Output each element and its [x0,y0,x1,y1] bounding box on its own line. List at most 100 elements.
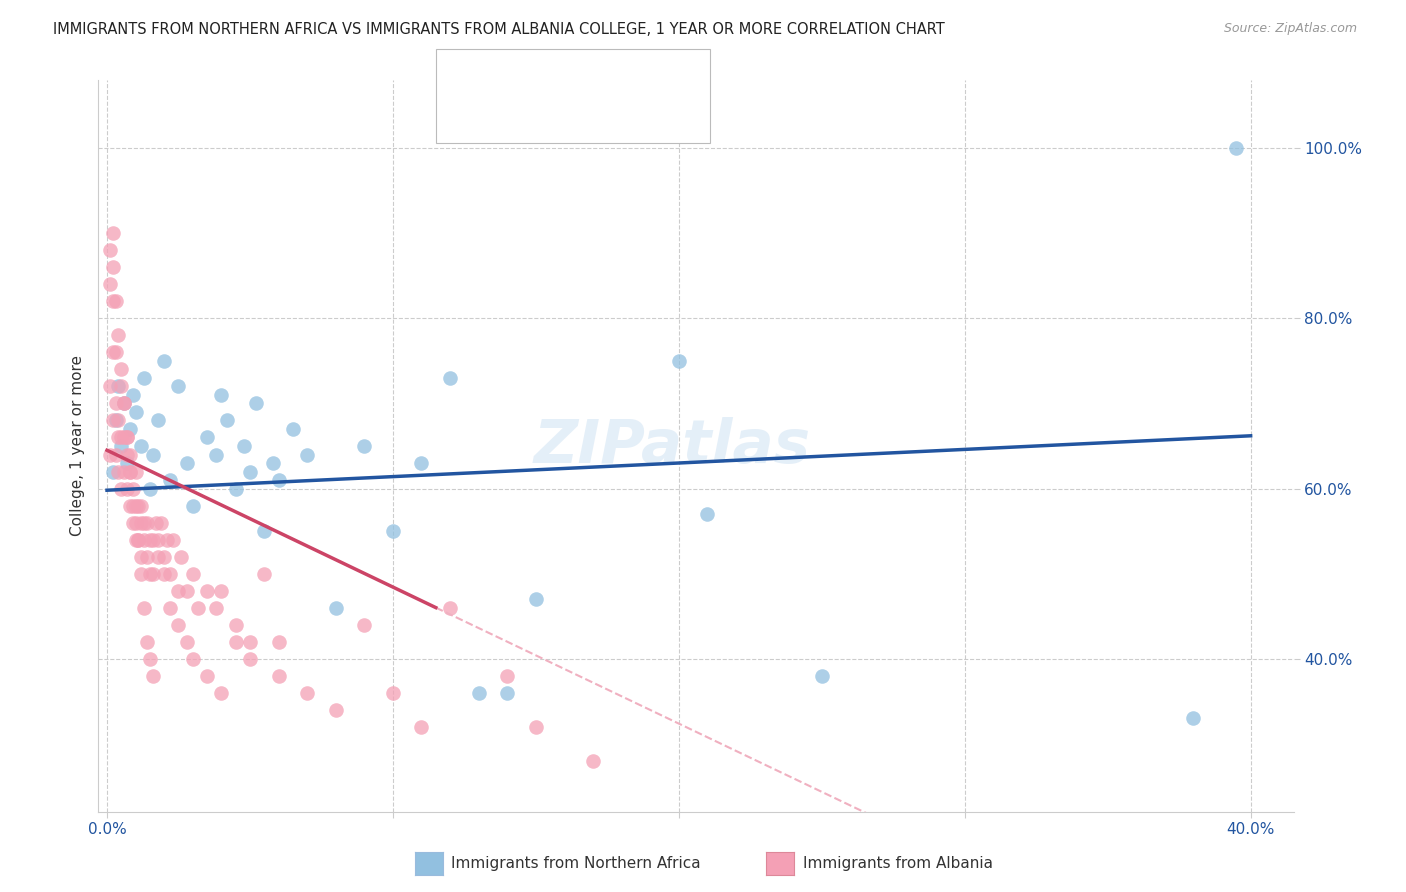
Point [134,371,156,385]
Point [121,388,143,402]
Point [145,516,167,530]
Point [118,448,141,462]
Point [353,439,375,453]
Point [131,566,153,581]
Point [110,439,132,453]
Point [209,388,232,402]
Point [139,566,162,581]
Point [411,720,433,734]
Point [118,422,141,436]
Point [204,600,226,615]
Point [139,482,162,496]
Point [195,430,218,444]
Point [582,754,605,768]
Point [148,533,170,547]
Point [195,583,218,598]
Point [524,720,547,734]
Point [381,686,404,700]
Point [148,413,170,427]
Point [281,422,304,436]
Point [148,549,170,564]
Point [101,413,124,427]
Point [134,533,156,547]
Point [153,354,176,368]
Point [139,533,162,547]
Point [110,362,132,376]
Point [107,328,129,343]
Point [142,668,165,682]
Text: Immigrants from Albania: Immigrants from Albania [803,856,993,871]
Point [131,516,153,530]
Point [124,465,146,479]
Point [295,686,318,700]
Point [124,499,146,513]
Point [104,294,127,309]
Point [167,379,190,393]
Point [381,524,404,538]
Point [110,430,132,444]
Point [104,413,127,427]
Point [245,396,267,410]
Point [325,600,347,615]
Point [150,516,173,530]
Point [112,396,135,410]
Point [101,294,124,309]
Point [107,465,129,479]
Point [181,566,204,581]
Point [110,482,132,496]
Point [204,448,226,462]
Point [136,516,159,530]
Point [124,405,146,419]
Point [467,686,489,700]
Point [496,686,519,700]
Point [209,686,232,700]
Point [112,396,135,410]
Point [98,277,121,292]
Point [101,260,124,275]
Text: -0.413: -0.413 [527,110,582,125]
Point [127,499,149,513]
Point [159,600,181,615]
Point [239,651,262,665]
Point [253,524,276,538]
Point [127,533,149,547]
Text: Source: ZipAtlas.com: Source: ZipAtlas.com [1223,22,1357,36]
Point [142,533,165,547]
Point [107,430,129,444]
Point [167,583,190,598]
Point [104,448,127,462]
Point [101,465,124,479]
Point [170,549,193,564]
Text: N = 45: N = 45 [583,70,641,85]
Point [121,499,143,513]
Point [115,430,138,444]
Point [142,448,165,462]
Point [167,617,190,632]
Point [267,473,290,487]
Point [139,651,162,665]
Point [127,533,149,547]
Point [101,227,124,241]
Point [136,634,159,648]
Text: Immigrants from Northern Africa: Immigrants from Northern Africa [451,856,702,871]
Point [696,507,718,521]
Point [253,566,276,581]
Point [176,583,198,598]
Point [134,600,156,615]
Point [439,371,461,385]
Point [496,668,519,682]
Point [225,617,247,632]
Text: 0.081: 0.081 [527,70,581,85]
Point [98,379,121,393]
Point [325,703,347,717]
Point [181,651,204,665]
Point [112,430,135,444]
Point [239,465,262,479]
Point [124,516,146,530]
Point [810,668,832,682]
Point [159,473,181,487]
Point [104,345,127,359]
Point [118,465,141,479]
Point [124,533,146,547]
Y-axis label: College, 1 year or more: College, 1 year or more [69,356,84,536]
